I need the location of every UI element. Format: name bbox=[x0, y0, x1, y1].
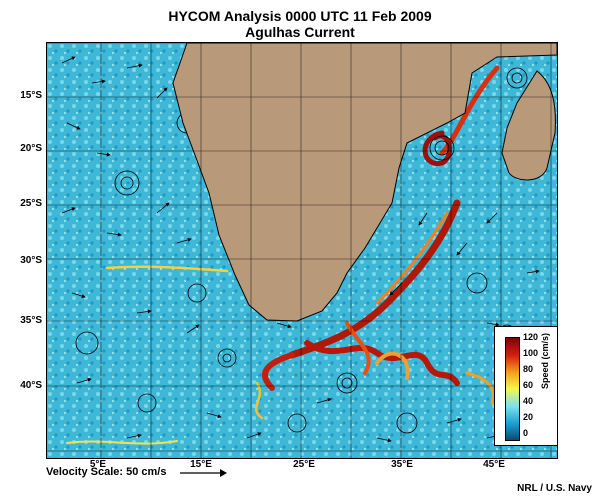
lat-label-35s: 35°S bbox=[20, 315, 42, 326]
speed-colorbar bbox=[505, 337, 520, 441]
lat-label-40s: 40°S bbox=[20, 380, 42, 391]
velocity-scale-arrow-icon bbox=[180, 469, 227, 477]
lat-label-20s: 20°S bbox=[20, 143, 42, 154]
colorbar-tick: 60 bbox=[523, 380, 534, 390]
map-subtitle: Agulhas Current bbox=[245, 24, 355, 40]
lon-label-35e: 35°E bbox=[391, 459, 413, 470]
ocean-current-map bbox=[46, 42, 558, 459]
credit-label: NRL / U.S. Navy bbox=[517, 483, 592, 494]
lon-label-45e: 45°E bbox=[483, 459, 505, 470]
lat-label-25s: 25°S bbox=[20, 198, 42, 209]
colorbar-tick: 0 bbox=[523, 428, 529, 438]
fast-current-bands bbox=[66, 65, 500, 445]
map-svg bbox=[47, 43, 557, 458]
lat-label-15s: 15°S bbox=[20, 90, 42, 101]
lon-label-15e: 15°E bbox=[190, 459, 212, 470]
colorbar-tick: 20 bbox=[523, 412, 534, 422]
velocity-scale-label: Velocity Scale: 50 cm/s bbox=[46, 466, 167, 478]
colorbar-tick: 100 bbox=[523, 348, 539, 358]
colorbar-tick: 80 bbox=[523, 364, 534, 374]
lat-label-30s: 30°S bbox=[20, 255, 42, 266]
colorbar-tick: 120 bbox=[523, 332, 539, 342]
land bbox=[172, 43, 557, 322]
colorbar-label: Speed (cm/s) bbox=[540, 332, 550, 389]
colorbar-tick: 40 bbox=[523, 396, 534, 406]
lon-label-5e: 5°E bbox=[89, 459, 107, 470]
africa-landmass bbox=[172, 43, 557, 322]
madagascar-landmass bbox=[501, 70, 556, 181]
map-title: HYCOM Analysis 0000 UTC 11 Feb 2009 bbox=[168, 8, 432, 24]
flow-arrows bbox=[61, 56, 540, 443]
graticule bbox=[47, 43, 557, 458]
speed-legend: 120 100 80 60 40 20 0 Speed (cm/s) bbox=[494, 326, 558, 446]
lon-label-25e: 25°E bbox=[293, 459, 315, 470]
